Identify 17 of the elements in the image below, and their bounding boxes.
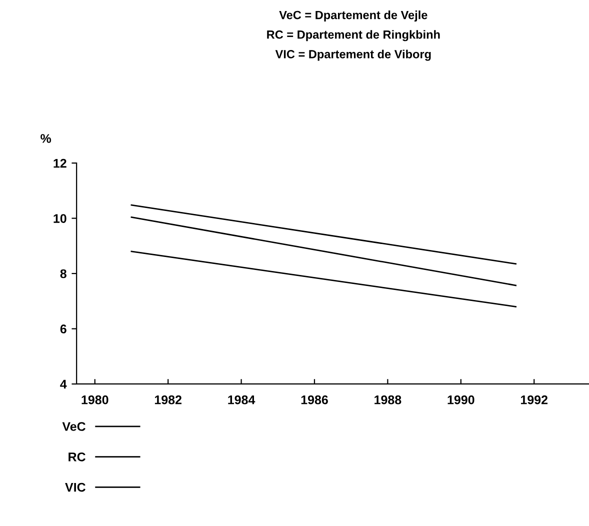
x-tick-label: 1984 (228, 395, 256, 404)
x-tick-label: 1988 (374, 395, 402, 404)
y-axis-title: % (40, 134, 52, 143)
x-tick-label: 1986 (301, 395, 328, 404)
y-tick-label: 6 (60, 324, 66, 334)
x-tick-label: 1992 (520, 395, 548, 404)
legend-label: VeC (62, 422, 86, 431)
legend-label: RC (68, 452, 86, 462)
legend-label: VIC (65, 482, 86, 492)
x-tick-label: 1982 (154, 395, 182, 404)
y-tick-label: 12 (54, 158, 66, 168)
chart-title: VeC = Dpartement de Vejle RC = Dpartement de Ringkbinh VIC = Dpartement de Viborg (267, 10, 440, 61)
x-tick-label: 1980 (82, 395, 108, 404)
y-tick-label: 10 (54, 214, 66, 223)
y-tick-label: 4 (60, 380, 67, 389)
y-tick-label: 8 (60, 269, 66, 278)
x-tick-label: 1990 (448, 395, 474, 404)
